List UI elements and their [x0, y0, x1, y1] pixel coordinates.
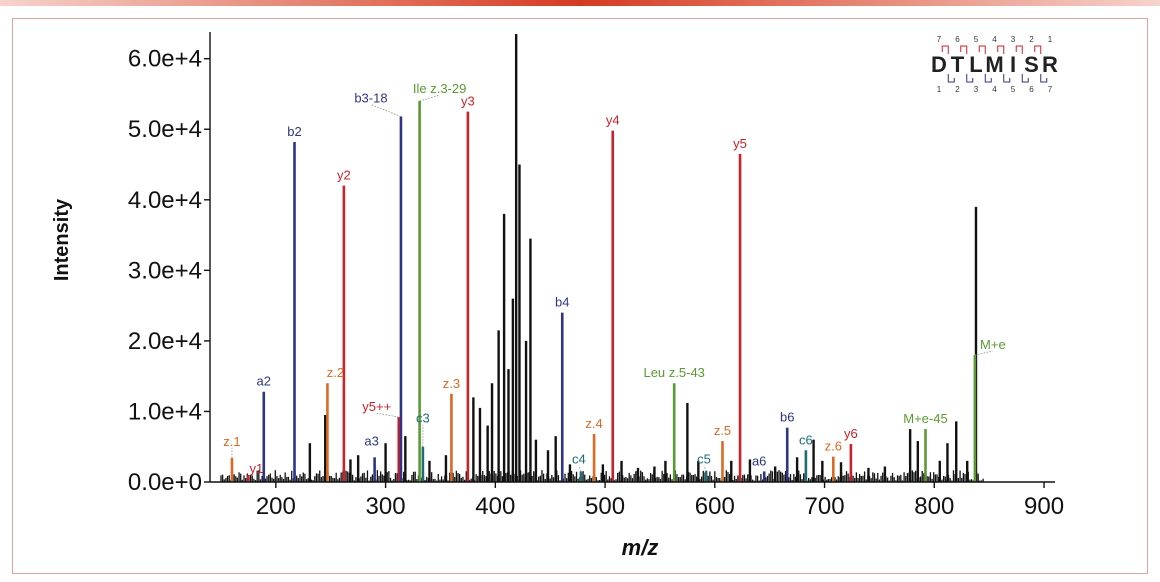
b-ion-index: 4: [992, 85, 997, 94]
y-ion-bracket: [960, 45, 968, 54]
peak-label: a6: [752, 453, 766, 468]
peak-labels-layer: z.1 y1 a2 b2 z.2 y2 a3 y5++ b3-18 Ile z.3-29 c3 z.3…: [223, 81, 1005, 476]
y-tick-label: 6.0e+4: [128, 46, 202, 73]
peak-label: y4: [606, 113, 620, 128]
x-tick-label: 400: [475, 493, 515, 520]
x-tick-label: 200: [256, 493, 296, 520]
peak-label: c4: [572, 451, 586, 466]
y-tick-label: 4.0e+4: [128, 187, 202, 214]
peptide-residue: I: [1010, 52, 1016, 77]
peak-label-leader: [703, 465, 707, 472]
peak-label: a3: [364, 433, 378, 448]
peak-label: z.2: [327, 365, 344, 380]
x-tick-label: 600: [695, 493, 735, 520]
x-tick-label: 700: [805, 493, 845, 520]
peptide-sequence-diagram: D T L M I S R 7 6 5 4 3 2 1 1 2 3 4 5 6 7: [931, 35, 1058, 94]
figure-frame: [12, 18, 1148, 574]
peak-label: M+e: [980, 337, 1006, 352]
y-axis-title: Intensity: [51, 198, 73, 281]
y-ion-index: 6: [955, 35, 960, 44]
peak-label-leader: [578, 465, 582, 472]
peaks-layer: [220, 34, 984, 482]
y-ion-index: 4: [992, 35, 997, 44]
x-axis-title: m/z: [622, 535, 659, 560]
top-accent-bar: [0, 0, 1160, 6]
peak-label-leader: [376, 412, 399, 418]
peak-label: z.3: [443, 376, 460, 391]
peak-label: y2: [337, 168, 351, 183]
y-ion-bracket: [997, 45, 1005, 54]
y-tick-label: 3.0e+4: [128, 257, 202, 284]
y-ion-bracket: [1034, 45, 1042, 54]
x-tick-label: 800: [914, 493, 954, 520]
peak-label: y3: [461, 94, 475, 109]
b-ion-bracket: [1040, 74, 1048, 83]
y-ion-index: 1: [1048, 35, 1053, 44]
peak-label: M+e-45: [903, 411, 947, 426]
peak-label: a2: [257, 374, 271, 389]
peak-label: z.6: [825, 439, 842, 454]
b-ion-index: 3: [974, 85, 979, 94]
y-ion-index: 2: [1029, 35, 1034, 44]
peak-label: y5++: [362, 399, 391, 414]
y-ion-index: 3: [1011, 35, 1016, 44]
peak-label: y5: [733, 136, 747, 151]
peak-label: y6: [844, 426, 858, 441]
y-ion-bracket: [1015, 45, 1023, 54]
peak-label: Leu z.5-43: [643, 365, 704, 380]
y-tick-label: 5.0e+4: [128, 116, 202, 143]
peptide-residue: D: [931, 52, 947, 77]
b-ion-index: 1: [937, 85, 942, 94]
peak-label-leader: [419, 94, 440, 102]
y-ion-bracket: [941, 45, 949, 54]
peak-label: z.1: [223, 434, 240, 449]
peak-label: b6: [780, 410, 794, 425]
y-tick-label: 0.0e+0: [128, 469, 202, 496]
x-tick-label: 500: [585, 493, 625, 520]
peptide-residue: M: [985, 52, 1003, 77]
peptide-residue: S: [1024, 52, 1039, 77]
y-ion-bracket: [978, 45, 986, 54]
b-ion-index: 6: [1029, 85, 1034, 94]
peptide-residue: T: [951, 52, 965, 77]
peptide-residue: L: [969, 52, 982, 77]
y-tick-label: 1.0e+4: [128, 398, 202, 425]
peak-label-leader: [974, 350, 993, 356]
y-ion-index: 7: [937, 35, 942, 44]
peak-label: Ile z.3-29: [413, 81, 466, 96]
peak-label: b3-18: [354, 91, 387, 106]
peak-label: c3: [416, 411, 430, 426]
b-ion-bracket: [1021, 74, 1029, 83]
peak-label: c5: [697, 451, 711, 466]
b-ion-bracket: [947, 74, 955, 83]
peak-label: b2: [287, 124, 301, 139]
peak-label: z.4: [585, 416, 602, 431]
peak-label: z.5: [714, 423, 731, 438]
y-ion-index: 5: [974, 35, 979, 44]
peak-label: b4: [555, 295, 569, 310]
x-tick-label: 300: [366, 493, 406, 520]
b-ion-bracket: [966, 74, 974, 83]
b-ion-bracket: [984, 74, 992, 83]
peak-label: y1: [250, 461, 264, 476]
b-ion-bracket: [1003, 74, 1011, 83]
b-ion-index: 7: [1048, 85, 1053, 94]
b-ion-index: 5: [1011, 85, 1016, 94]
peptide-residue: R: [1042, 52, 1058, 77]
axes-layer: 0.0e+0 1.0e+4 2.0e+4 3.0e+4 4.0e+4 5.0e+4 6.0e…: [51, 32, 1064, 560]
peak-label-leader: [370, 104, 402, 117]
b-ion-index: 2: [955, 85, 960, 94]
y-tick-label: 2.0e+4: [128, 328, 202, 355]
peak-label: c6: [799, 432, 813, 447]
x-tick-label: 900: [1024, 493, 1064, 520]
